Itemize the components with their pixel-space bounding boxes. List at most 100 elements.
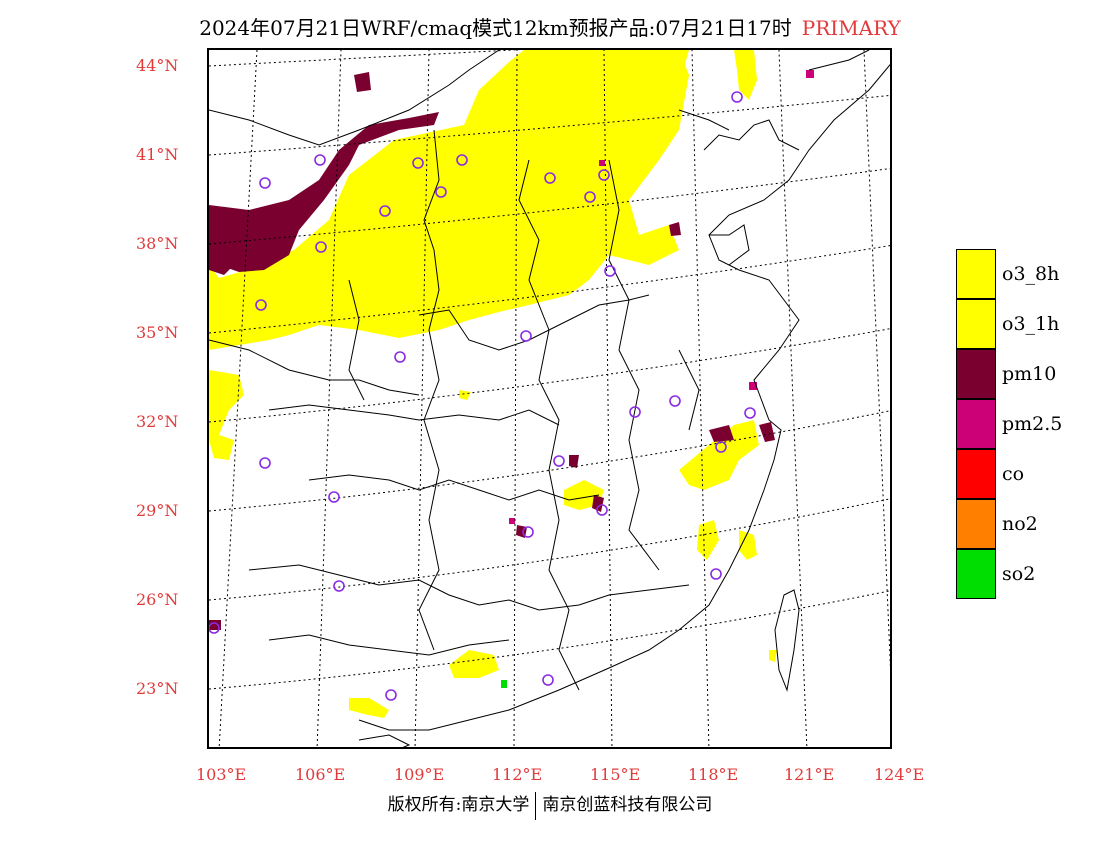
province-vertical-4 — [348, 279, 365, 401]
station-marker — [544, 172, 556, 184]
lon-label-121: 121°E — [784, 765, 835, 784]
pm10-region-shanghai — [759, 422, 775, 442]
pm25-spot-hunan — [509, 518, 515, 524]
province-lines-1 — [209, 339, 420, 396]
lon-label-112: 112°E — [492, 765, 543, 784]
station-marker — [596, 504, 608, 516]
lon-label-103: 103°E — [196, 765, 247, 784]
o3-region-east-zhejiang — [697, 520, 719, 560]
station-marker — [542, 674, 554, 686]
map-title: 2024年07月21日WRF/cmaq模式12km预报产品:07月21日17时 P… — [0, 12, 1100, 41]
border-inner-mongolia — [209, 50, 500, 146]
o3-region-ne — [609, 50, 689, 105]
legend-swatch — [956, 249, 996, 299]
o3-region-east-zhejiang2 — [739, 530, 757, 560]
legend-swatch — [956, 399, 996, 449]
lat-label-32: 32°N — [136, 412, 179, 431]
shandong-peninsula — [709, 224, 750, 266]
station-marker — [315, 241, 327, 253]
station-marker — [333, 580, 345, 592]
hainan-island — [358, 734, 411, 747]
province-vertical-5 — [678, 349, 700, 431]
copyright-company: 南京创蓝科技有限公司 — [542, 795, 713, 815]
legend-swatch — [956, 549, 996, 599]
boundaries — [209, 50, 890, 747]
o3-region-east-jiangsu — [679, 420, 759, 490]
o3-region-southwest — [349, 698, 389, 718]
station-marker — [584, 191, 596, 203]
station-marker — [394, 351, 406, 363]
lat-label-26: 26°N — [136, 590, 179, 609]
station-marker — [731, 91, 743, 103]
legend-swatch — [956, 449, 996, 499]
liaodong — [703, 119, 800, 151]
o3-region-west-sichuan — [209, 370, 244, 460]
o3-region-south — [449, 650, 499, 678]
pm10-region-inner-mongolia — [209, 112, 439, 272]
pm10-region-shandong — [669, 222, 681, 236]
border-north-east — [678, 109, 730, 131]
province-lines-6 — [268, 634, 510, 656]
copyright-footer: 版权所有:南京大学 南京创蓝科技有限公司 — [0, 790, 1100, 820]
footer-separator — [535, 791, 537, 820]
legend-label: o3_8h — [1002, 263, 1060, 285]
lon-label-109: 109°E — [394, 765, 445, 784]
map-panel[interactable] — [207, 48, 892, 749]
lat-label-44: 44°N — [136, 56, 179, 75]
pm25-pollution-areas — [509, 70, 814, 524]
pm25-spot-north — [806, 70, 814, 78]
lon-label-115: 115°E — [590, 765, 641, 784]
so2-spot-guangdong — [501, 680, 507, 688]
legend-swatch — [956, 299, 996, 349]
lat-label-23: 23°N — [136, 679, 179, 698]
lon-label-106: 106°E — [295, 765, 346, 784]
map-canvas — [209, 50, 890, 747]
station-marker — [435, 186, 447, 198]
station-marker — [328, 491, 340, 503]
province-vertical-1 — [418, 129, 440, 651]
legend-swatch — [956, 499, 996, 549]
coastline — [358, 64, 890, 731]
province-vertical-3 — [608, 159, 660, 571]
pm10-pollution-areas — [209, 72, 775, 630]
lat-label-41: 41°N — [136, 145, 179, 164]
station-marker — [522, 526, 534, 538]
title-text: 2024年07月21日WRF/cmaq模式12km预报产品:07月21日17时 — [199, 16, 792, 40]
station-marker — [669, 395, 681, 407]
station-marker — [715, 441, 727, 453]
station-marker — [412, 157, 424, 169]
lat-label-35: 35°N — [136, 323, 179, 342]
o3-region-taiwan — [769, 650, 777, 662]
station-marker — [710, 568, 722, 580]
station-marker — [598, 169, 610, 181]
legend-label: co — [1002, 463, 1025, 485]
lon-label-124: 124°E — [874, 765, 925, 784]
station-marker — [456, 154, 468, 166]
lon-label-118: 118°E — [688, 765, 739, 784]
station-marker — [314, 154, 326, 166]
lat-label-29: 29°N — [136, 501, 179, 520]
pm10-region-mongolia-ne — [354, 72, 371, 92]
station-marker — [259, 457, 271, 469]
legend-label: o3_1h — [1002, 313, 1060, 335]
station-marker — [255, 299, 267, 311]
taiwan-island — [774, 589, 800, 692]
graticule — [209, 50, 890, 747]
legend-label: so2 — [1002, 563, 1036, 585]
province-lines-4 — [308, 474, 600, 501]
pm10-region-gansu — [209, 235, 239, 275]
station-marker — [379, 205, 391, 217]
province-lines-3 — [268, 404, 560, 426]
legend-swatch — [956, 349, 996, 399]
province-vertical-2 — [518, 159, 580, 691]
title-primary-tag: PRIMARY — [801, 16, 901, 40]
legend-label: pm2.5 — [1002, 413, 1063, 435]
lat-label-38: 38°N — [136, 234, 179, 253]
pm25-spot-jiangsu — [749, 382, 757, 390]
legend-label: pm10 — [1002, 363, 1057, 385]
pm10-region-hubei — [569, 455, 579, 468]
o3-region-north — [209, 50, 689, 350]
province-lines-5 — [248, 564, 690, 611]
so2-pollution-areas — [501, 680, 507, 688]
station-marker — [259, 177, 271, 189]
